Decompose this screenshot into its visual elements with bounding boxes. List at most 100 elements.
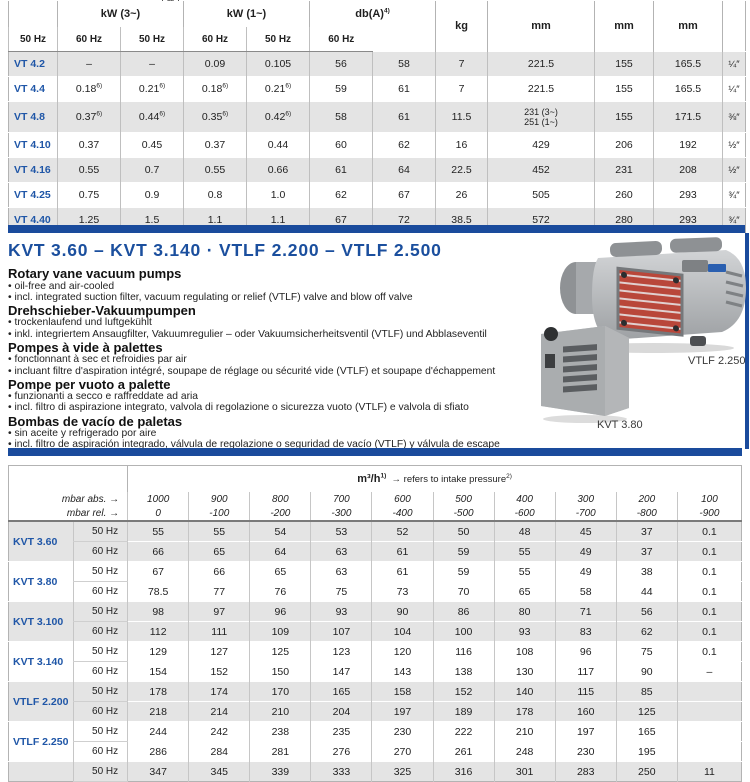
cell: 0.75: [57, 182, 121, 208]
row-label: VT 4.25: [8, 182, 58, 208]
cell: 171.5: [653, 101, 723, 133]
cell: 174: [188, 681, 250, 702]
cell: 55: [188, 520, 250, 542]
cell: 0.44: [246, 132, 310, 158]
cell: 60 Hz: [57, 27, 121, 52]
cell: 221.5: [487, 51, 595, 77]
cell: 59: [309, 76, 373, 102]
table-row: KVT 3.140 50 Hz 129 127 125 123 120 116 108 96 75 0…: [8, 641, 742, 682]
cell: 58: [372, 51, 436, 77]
cell: 60 Hz: [183, 27, 247, 52]
cell: 0.105: [246, 51, 310, 77]
cell: 83: [554, 621, 617, 642]
cell: 59: [432, 561, 495, 582]
cell: 53: [310, 520, 372, 542]
language-title: Bombas de vacío de paletas: [8, 413, 183, 429]
cell: –: [120, 51, 184, 77]
cell: 49: [554, 561, 617, 582]
cell: 347: [127, 761, 189, 782]
cell: 61: [371, 541, 434, 562]
cell: 231: [594, 157, 654, 183]
cell: 339: [249, 761, 311, 782]
cell: 138: [432, 661, 495, 682]
row-label: KVT 3.80: [8, 561, 74, 602]
table-row: VT 4.25 0.75 0.9 0.8 1.0 62 67 26 505 260 293 ¾″: [8, 182, 746, 208]
cell: 7: [435, 76, 488, 102]
pump-photo-vtlf-2250: [560, 237, 746, 353]
cell: 170: [249, 681, 311, 702]
row-label: VTLF 2.200: [8, 681, 74, 722]
cell: 64: [372, 157, 436, 183]
cell: 120: [371, 641, 434, 662]
cell: -100: [188, 506, 250, 522]
cell: 60 Hz: [73, 701, 128, 722]
cell: 0.216): [246, 76, 310, 102]
cell: 165: [310, 681, 372, 702]
bullet-item: fonctionnant à sec et refroidies par air: [8, 354, 570, 365]
cell: -900: [676, 506, 742, 522]
cell: 0.1: [676, 641, 742, 662]
cell: [9, 466, 128, 493]
cell: 96: [249, 601, 311, 622]
cell: kW (3~): [57, 1, 184, 27]
cell: 93: [310, 601, 372, 622]
cell: [8, 1, 58, 27]
cell: 60 Hz: [73, 621, 128, 642]
table-row: KVT 3.80 50 Hz 67 66 65 63 61 59 55 49 38 0.1: [8, 561, 742, 602]
cell: 221.5: [487, 76, 595, 102]
language-block: Pompes à vide à palettesfonctionnant à s…: [8, 341, 570, 377]
bullet-item: incl. filtro di aspirazione integrato, v…: [8, 402, 570, 413]
cell: 333: [310, 761, 372, 782]
cell: 59: [432, 541, 495, 562]
cell: 65: [493, 581, 556, 602]
language-block: Pompe per vuoto a palettefunzionanti a s…: [8, 378, 570, 414]
cell: 49: [554, 541, 617, 562]
cell: 147: [310, 661, 372, 682]
table-row: VT 4.10 0.37 0.45 0.37 0.44 60 62 16 429 206 192 ½″: [8, 132, 746, 158]
cell: 50 Hz: [8, 27, 58, 52]
row-label: VT 4.16: [8, 157, 58, 183]
cell: m³/h1) → refers to intake pressure2): [127, 465, 742, 492]
cell: 61: [309, 157, 373, 183]
cell: 283: [554, 761, 617, 782]
cell: 78.5: [127, 581, 189, 602]
cell: 107: [310, 621, 372, 642]
cell: 61: [372, 101, 436, 133]
cell: 250: [615, 761, 678, 782]
cell: -200: [249, 506, 311, 522]
cell: 0.55: [183, 157, 247, 183]
cell: 0.37: [183, 132, 247, 158]
cell: 231 (3~) 251 (1~): [487, 101, 595, 133]
cell: 152: [188, 661, 250, 682]
cell: –: [676, 661, 742, 682]
row-label: VT 4.4: [8, 76, 58, 102]
cell: 75: [615, 641, 678, 662]
cell: 62: [372, 132, 436, 158]
table-row: 60 Hz 66 65 64 63 61 59 55 49 37 0.1: [9, 541, 742, 562]
cell: 261: [432, 741, 495, 762]
cell: 230: [371, 721, 434, 742]
cell: 38: [615, 561, 678, 582]
cell: 0.8: [183, 182, 247, 208]
language-block: Rotary vane vacuum pumpsoil-free and air…: [8, 267, 570, 303]
cell: 50 Hz: [73, 520, 128, 542]
cell: 73: [371, 581, 434, 602]
cell: 301: [493, 761, 556, 782]
cell: 50 Hz: [73, 601, 128, 622]
cell: 192: [653, 132, 723, 158]
cell: 0.216): [120, 76, 184, 102]
cell: 54: [249, 520, 311, 542]
language-title: Drehschieber-Vakuumpumpen: [8, 302, 196, 318]
cell: 130: [493, 661, 556, 682]
bullet-item: incl. filtro de aspiración integrado, vá…: [8, 439, 570, 450]
cell: ⅜″: [722, 101, 746, 133]
cell: 238: [249, 721, 311, 742]
cell: 0.426): [246, 101, 310, 133]
cell: 0.186): [183, 76, 247, 102]
cell: 93: [493, 621, 556, 642]
cell: 62: [615, 621, 678, 642]
cell: 0.55: [57, 157, 121, 183]
cell: -500: [432, 506, 495, 522]
cell: 206: [594, 132, 654, 158]
cell: 800: [249, 492, 311, 506]
